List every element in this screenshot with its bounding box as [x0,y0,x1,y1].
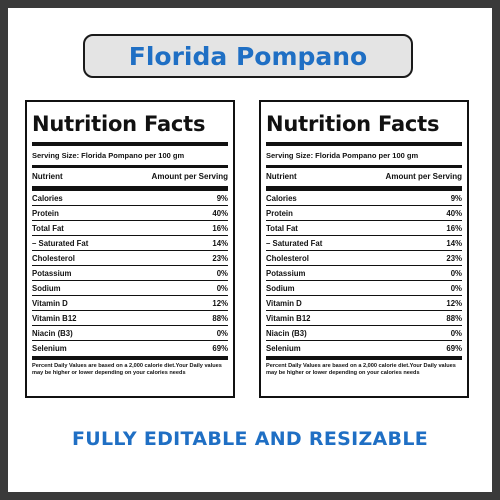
col-amount: Amount per Serving [151,172,228,181]
nutrient-name: Vitamin B12 [266,313,311,323]
nutrient-row: Calories 9% [266,191,462,206]
nutrient-name: Vitamin D [32,298,68,308]
nutrient-value: 88% [212,313,228,323]
col-nutrient: Nutrient [266,172,297,181]
nutrient-value: 23% [446,253,462,263]
poster-canvas: Florida Pompano Nutrition Facts Serving … [8,8,492,492]
title-banner: Florida Pompano [83,34,413,78]
nutrient-value: 16% [212,223,228,233]
nutrient-name: Sodium [32,283,61,293]
nutrient-name: Niacin (B3) [266,328,307,338]
nutrient-name: Calories [266,193,297,203]
nutrient-value: 40% [446,208,462,218]
label-heading: Nutrition Facts [266,112,440,136]
nutrient-row: – Saturated Fat 14% [32,236,228,251]
nutrient-value: 0% [216,328,228,338]
nutrient-value: 0% [450,283,462,293]
col-nutrient: Nutrient [32,172,63,181]
nutrient-row: Selenium 69% [266,341,462,355]
nutrient-value: 9% [450,193,462,203]
nutrient-name: Total Fat [32,223,64,233]
nutrient-row: Niacin (B3) 0% [266,326,462,341]
nutrient-row: Niacin (B3) 0% [32,326,228,341]
footnote: Percent Daily Values are based on a 2,00… [266,363,456,376]
col-amount: Amount per Serving [385,172,462,181]
nutrient-row: Sodium 0% [32,281,228,296]
divider [32,142,228,146]
nutrient-name: Sodium [266,283,295,293]
divider [266,142,462,146]
nutrient-row: Vitamin B12 88% [32,311,228,326]
divider [266,356,462,360]
nutrient-name: Vitamin D [266,298,302,308]
nutrient-value: 69% [212,343,228,353]
nutrient-row: Vitamin B12 88% [266,311,462,326]
divider [266,186,462,191]
nutrient-row: Protein 40% [32,206,228,221]
nutrition-label-right: Nutrition Facts Serving Size: Florida Po… [259,100,469,398]
nutrient-row: Selenium 69% [32,341,228,355]
nutrient-value: 40% [212,208,228,218]
nutrient-name: Cholesterol [32,253,75,263]
column-header: Nutrient Amount per Serving [266,172,462,186]
nutrient-name: – Saturated Fat [266,238,323,248]
footnote: Percent Daily Values are based on a 2,00… [32,363,222,376]
nutrient-value: 16% [446,223,462,233]
label-heading: Nutrition Facts [32,112,206,136]
nutrient-name: Protein [32,208,59,218]
nutrient-name: Selenium [266,343,301,353]
nutrient-value: 0% [450,328,462,338]
nutrient-rows: Calories 9% Protein 40% Total Fat 16% – Sat… [266,191,462,355]
nutrient-value: 12% [446,298,462,308]
nutrient-rows: Calories 9% Protein 40% Total Fat 16% – Sat… [32,191,228,355]
nutrient-value: 88% [446,313,462,323]
divider [32,186,228,191]
nutrient-name: Potassium [266,268,306,278]
serving-size: Serving Size: Florida Pompano per 100 gm [266,151,419,160]
divider [32,356,228,360]
nutrient-name: Cholesterol [266,253,309,263]
nutrient-row: Calories 9% [32,191,228,206]
nutrient-row: Vitamin D 12% [266,296,462,311]
nutrient-name: Total Fat [266,223,298,233]
nutrient-value: 0% [216,283,228,293]
nutrient-row: Protein 40% [266,206,462,221]
nutrient-value: 69% [446,343,462,353]
column-header: Nutrient Amount per Serving [32,172,228,186]
nutrient-row: Vitamin D 12% [32,296,228,311]
page-title: Florida Pompano [128,41,368,71]
nutrient-row: Cholesterol 23% [32,251,228,266]
nutrient-row: Sodium 0% [266,281,462,296]
nutrient-name: – Saturated Fat [32,238,89,248]
nutrient-row: Total Fat 16% [32,221,228,236]
nutrient-value: 23% [212,253,228,263]
nutrient-name: Niacin (B3) [32,328,73,338]
nutrient-value: 0% [450,268,462,278]
nutrient-value: 9% [216,193,228,203]
nutrient-value: 14% [446,238,462,248]
serving-size: Serving Size: Florida Pompano per 100 gm [32,151,185,160]
divider [266,165,462,168]
nutrient-row: Potassium 0% [266,266,462,281]
nutrient-name: Calories [32,193,63,203]
nutrient-row: Cholesterol 23% [266,251,462,266]
nutrition-label-left: Nutrition Facts Serving Size: Florida Po… [25,100,235,398]
nutrient-name: Selenium [32,343,67,353]
nutrient-row: Total Fat 16% [266,221,462,236]
tagline: FULLY EDITABLE AND RESIZABLE [71,428,429,450]
nutrient-name: Potassium [32,268,72,278]
nutrient-row: Potassium 0% [32,266,228,281]
nutrient-row: – Saturated Fat 14% [266,236,462,251]
nutrient-value: 14% [212,238,228,248]
nutrient-name: Protein [266,208,293,218]
nutrient-value: 0% [216,268,228,278]
nutrient-value: 12% [212,298,228,308]
divider [32,165,228,168]
nutrient-name: Vitamin B12 [32,313,77,323]
